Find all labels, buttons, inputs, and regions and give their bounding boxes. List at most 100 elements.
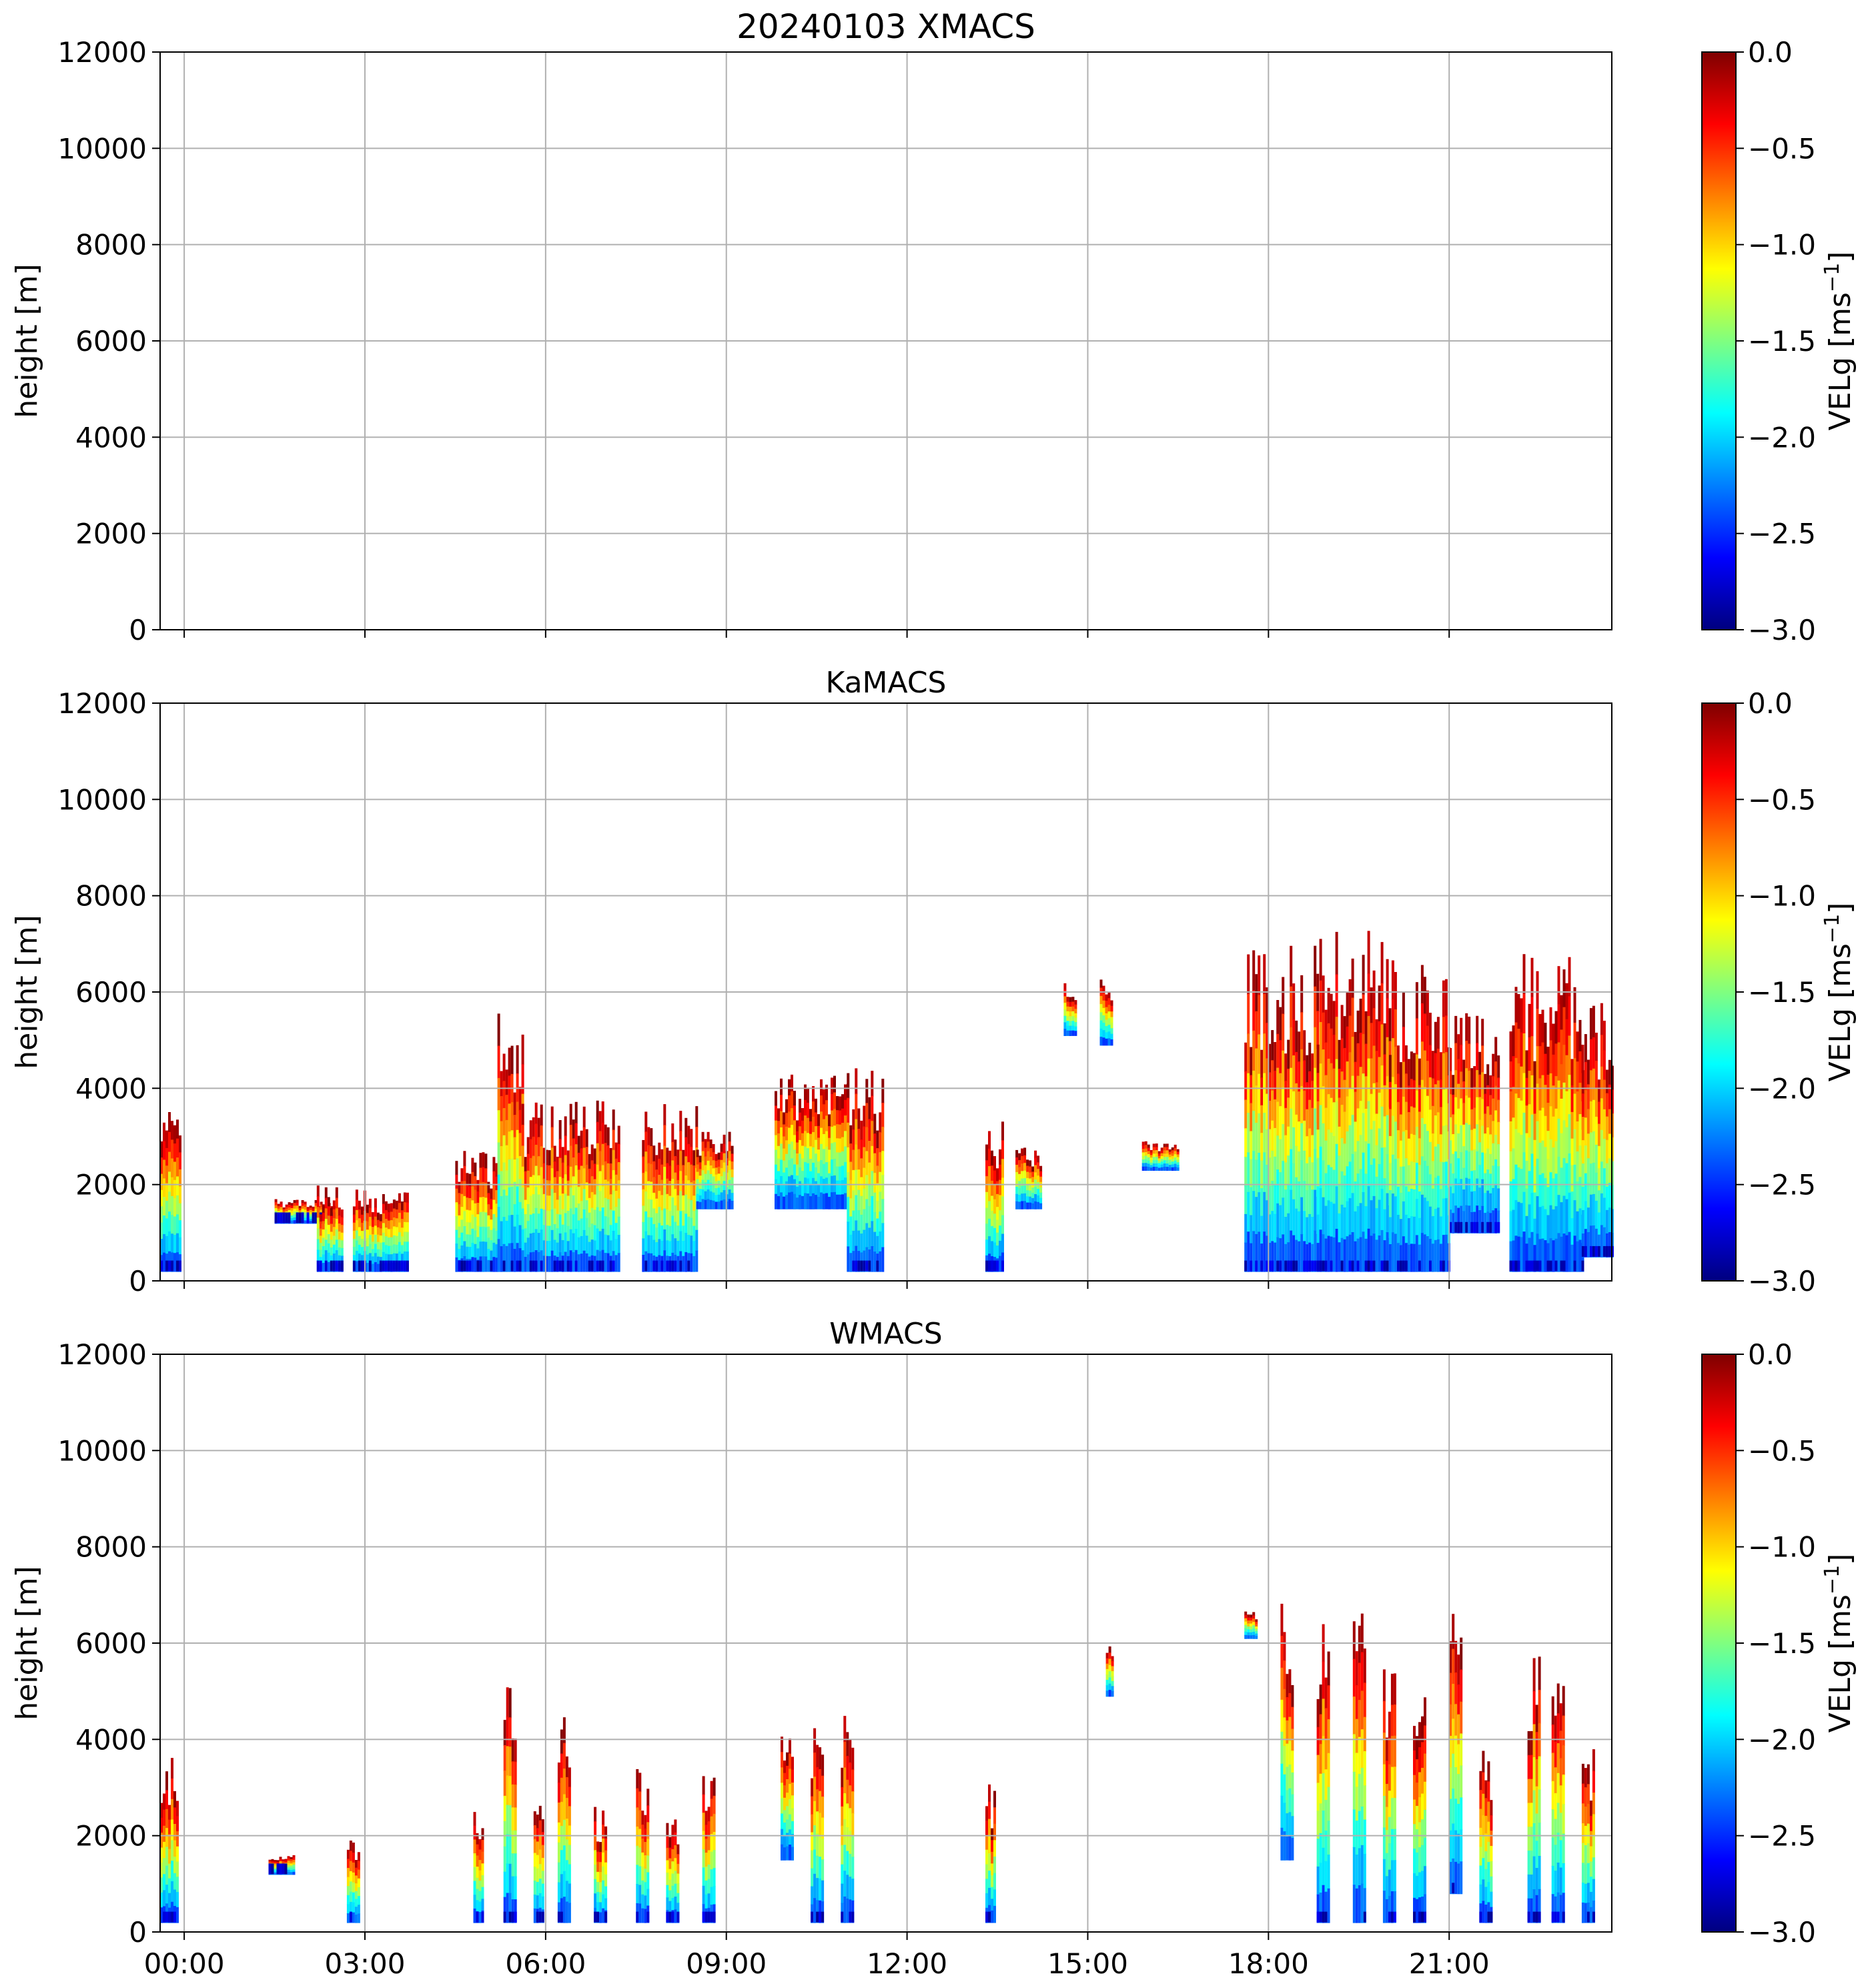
- echo-mark: [1074, 1004, 1077, 1010]
- echo-mark: [290, 1210, 294, 1214]
- echo-mark: [1556, 1911, 1560, 1923]
- echo-mark: [1335, 1186, 1338, 1229]
- echo-mark: [614, 1207, 618, 1224]
- echo-mark: [1470, 1109, 1474, 1131]
- echo-mark: [1372, 1008, 1376, 1047]
- echo-mark: [1316, 1186, 1320, 1215]
- echo-mark: [871, 1195, 874, 1222]
- echo-mark: [1584, 1246, 1587, 1257]
- echo-mark: [817, 1137, 820, 1151]
- echo-mark: [492, 1242, 496, 1258]
- echo-mark: [1316, 1243, 1320, 1272]
- echo-mark: [1356, 1010, 1360, 1044]
- echo-mark: [1330, 1063, 1333, 1099]
- echo-mark: [1274, 1213, 1277, 1244]
- echo-mark: [647, 1163, 650, 1182]
- echo-mark: [695, 1229, 698, 1252]
- echo-mark: [705, 1853, 708, 1867]
- echo-mark: [698, 1162, 702, 1170]
- echo-mark: [851, 1879, 855, 1901]
- echo-mark: [319, 1221, 322, 1229]
- echo-mark: [1444, 1161, 1448, 1199]
- echo-mark: [841, 1094, 844, 1109]
- echo-mark: [879, 1251, 882, 1272]
- echo-mark: [1015, 1201, 1019, 1209]
- echo-mark: [548, 1180, 551, 1197]
- echo-mark: [1476, 1097, 1479, 1125]
- echo-mark: [1364, 1043, 1368, 1077]
- echo-mark: [1584, 1229, 1587, 1258]
- echo-mark: [881, 1103, 885, 1128]
- echo-mark: [1356, 1075, 1360, 1109]
- echo-mark: [1416, 1806, 1418, 1830]
- echo-mark: [1266, 1093, 1269, 1130]
- echo-mark: [1530, 997, 1534, 1037]
- echo-mark: [666, 1209, 669, 1226]
- echo-mark: [819, 1857, 822, 1879]
- echo-mark: [1360, 1729, 1364, 1769]
- echo-mark: [1274, 1242, 1277, 1272]
- echo-mark: [684, 1175, 688, 1195]
- echo-mark: [847, 1246, 850, 1272]
- echo-mark: [346, 1895, 350, 1905]
- echo-mark: [642, 1255, 645, 1272]
- echo-mark: [811, 1832, 814, 1851]
- echo-mark: [500, 1246, 503, 1272]
- echo-mark: [1026, 1202, 1029, 1209]
- echo-mark: [460, 1181, 464, 1195]
- echo-mark: [1034, 1165, 1037, 1173]
- echo-mark: [598, 1151, 602, 1172]
- echo-mark: [985, 1239, 988, 1256]
- echo-mark: [1556, 1773, 1560, 1804]
- echo-mark: [1388, 1081, 1392, 1110]
- echo-mark: [497, 1207, 500, 1240]
- echo-mark: [1111, 1686, 1114, 1692]
- echo-mark: [1163, 1143, 1166, 1148]
- echo-mark: [379, 1235, 382, 1244]
- echo-mark: [1402, 1096, 1405, 1133]
- echo-mark: [1530, 1851, 1533, 1875]
- echo-mark: [785, 1167, 788, 1182]
- echo-mark: [1348, 1125, 1352, 1163]
- echo-mark: [1517, 1201, 1520, 1237]
- echo-mark: [1428, 1109, 1432, 1143]
- echo-mark: [682, 1195, 685, 1211]
- echo-mark: [314, 1203, 318, 1207]
- echo-mark: [988, 1166, 991, 1185]
- echo-mark: [647, 1145, 650, 1164]
- echo-mark: [696, 1179, 699, 1187]
- echo-mark: [1283, 1831, 1286, 1861]
- echo-mark: [1439, 1134, 1442, 1163]
- echo-mark: [1552, 1147, 1555, 1179]
- echo-mark: [1608, 1207, 1611, 1233]
- echo-mark: [534, 1260, 538, 1272]
- echo-mark: [474, 1230, 477, 1245]
- echo-mark: [1069, 1021, 1072, 1027]
- echo-mark: [1268, 1260, 1272, 1272]
- echo-mark: [1452, 1094, 1455, 1115]
- echo-mark: [398, 1241, 401, 1253]
- echo-mark: [1311, 1053, 1314, 1081]
- echo-mark: [1322, 1736, 1325, 1775]
- echo-mark: [1439, 1161, 1442, 1190]
- echo-mark: [652, 1161, 656, 1178]
- echo-mark: [1487, 1882, 1490, 1903]
- echo-mark: [1546, 1187, 1550, 1216]
- echo-mark: [165, 1201, 168, 1219]
- echo-mark: [1396, 1260, 1400, 1272]
- echo-mark: [1426, 1025, 1429, 1062]
- echo-mark: [1252, 1622, 1256, 1626]
- echo-mark: [1557, 1118, 1560, 1158]
- echo-mark: [1527, 1874, 1530, 1899]
- echo-mark: [1452, 1648, 1455, 1684]
- echo-mark: [320, 1204, 323, 1208]
- colorbar-tick-label: −0.5: [1748, 783, 1816, 816]
- echo-mark: [1605, 1209, 1608, 1234]
- echo-mark: [335, 1208, 338, 1219]
- echo-mark: [1584, 1089, 1587, 1119]
- echo-mark: [1284, 1107, 1288, 1136]
- echo-mark: [508, 1805, 512, 1835]
- echo-mark: [1532, 1823, 1536, 1857]
- echo-mark: [1479, 1847, 1482, 1867]
- echo-mark: [1163, 1147, 1166, 1151]
